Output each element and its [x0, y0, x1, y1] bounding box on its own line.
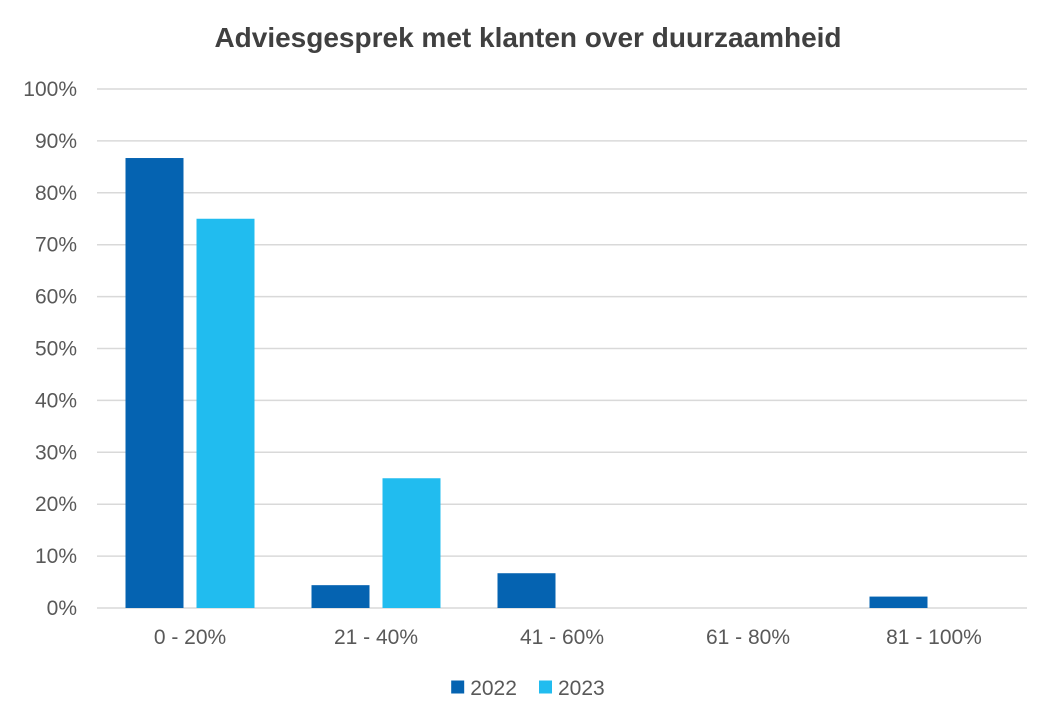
x-tick-label: 0 - 20% — [154, 626, 226, 649]
legend-label: 2023 — [558, 677, 605, 700]
y-tick-label: 40% — [35, 389, 77, 412]
x-tick-label: 61 - 80% — [706, 626, 790, 649]
bar-2022-1 — [125, 158, 184, 609]
bar-2022-5 — [869, 596, 928, 608]
y-tick-label: 0% — [47, 597, 77, 620]
legend-label: 2022 — [470, 677, 517, 700]
legend-swatch-2022 — [451, 680, 465, 694]
bar-2022-3 — [497, 573, 556, 608]
x-tick-label: 81 - 100% — [886, 626, 982, 649]
y-tick-label: 10% — [35, 545, 77, 568]
bar-2022-2 — [311, 585, 370, 608]
y-tick-label: 100% — [23, 78, 77, 101]
y-tick-label: 50% — [35, 338, 77, 361]
x-tick-label: 41 - 60% — [520, 626, 604, 649]
bar-2023-2 — [382, 478, 441, 608]
y-tick-label: 20% — [35, 493, 77, 516]
y-tick-label: 70% — [35, 234, 77, 257]
y-tick-label: 80% — [35, 182, 77, 205]
x-tick-label: 21 - 40% — [334, 626, 418, 649]
y-tick-label: 30% — [35, 441, 77, 464]
bar-2023-1 — [196, 218, 255, 608]
y-tick-label: 90% — [35, 130, 77, 153]
y-tick-label: 60% — [35, 286, 77, 309]
legend-swatch-2023 — [539, 680, 552, 694]
chart-title: Adviesgesprek met klanten over duurzaamh… — [214, 22, 842, 53]
